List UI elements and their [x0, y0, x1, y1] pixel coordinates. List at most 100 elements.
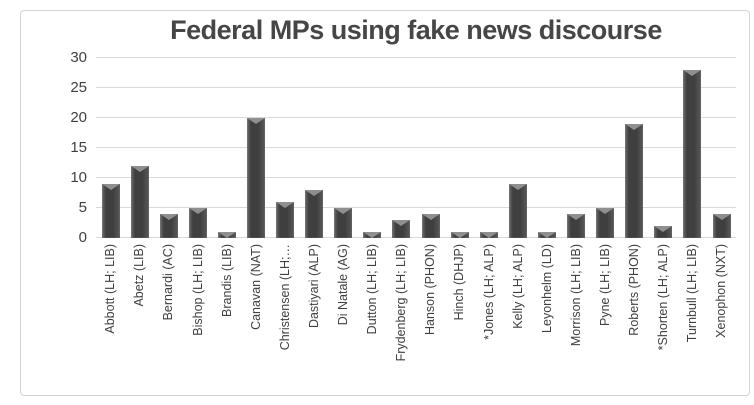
bar-bevel-highlight	[334, 208, 353, 214]
bar-slot	[474, 58, 503, 238]
bar-bevel-highlight	[567, 214, 586, 220]
x-label-slot: Leyonhelm (LD)	[532, 244, 561, 392]
bar	[421, 214, 440, 238]
bar-bevel-highlight	[130, 166, 149, 172]
y-axis-tick-label: 20	[70, 109, 87, 126]
bar-bevel-highlight	[247, 118, 266, 124]
x-label-slot: Pyne (LH; LIB)	[591, 244, 620, 392]
bar	[130, 166, 149, 238]
bar-bevel-highlight	[159, 214, 178, 220]
gridline	[96, 237, 736, 238]
bar	[479, 232, 498, 238]
x-axis-category-label: Abetz (LIB)	[132, 244, 147, 307]
bar-slot	[300, 58, 329, 238]
bar-bevel-highlight	[392, 220, 411, 226]
x-label-slot: Abetz (LIB)	[125, 244, 154, 392]
bar	[305, 190, 324, 238]
x-label-slot: Turnbull (LH; LIB)	[678, 244, 707, 392]
bar	[537, 232, 556, 238]
x-label-slot: Dastiyari (ALP)	[300, 244, 329, 392]
x-label-slot: Abbott (LH; LIB)	[96, 244, 125, 392]
bar-bevel-highlight	[712, 214, 731, 220]
bar-bevel-highlight	[683, 70, 702, 76]
bar-bevel-highlight	[217, 232, 236, 238]
chart-frame: Federal MPs using fake news discourse 0 5…	[20, 10, 750, 396]
bar-slot	[183, 58, 212, 238]
bar-bevel-highlight	[305, 190, 324, 196]
bar-slot	[96, 58, 125, 238]
gridline	[96, 117, 736, 118]
x-axis-category-label: Frydenberg (LH; LIB)	[394, 244, 409, 362]
x-label-slot: Frydenberg (LH; LIB)	[387, 244, 416, 392]
x-label-slot: Hanson (PHON)	[416, 244, 445, 392]
gridline	[96, 57, 736, 58]
bar	[363, 232, 382, 238]
x-axis-category-label: *Jones (LH; ALP)	[481, 244, 496, 340]
x-axis-category-label: Leyonhelm (LD)	[539, 244, 554, 333]
x-axis: Abbott (LH; LIB) Abetz (LIB) Bernardi (AC)…	[96, 244, 736, 392]
x-axis-category-label: Dastiyari (ALP)	[306, 244, 321, 329]
x-label-slot: Morrison (LH; LIB)	[562, 244, 591, 392]
gridline	[96, 87, 736, 88]
x-label-slot: Dutton (LH; LIB)	[358, 244, 387, 392]
bar-slot	[241, 58, 270, 238]
x-axis-category-label: Brandis (LIB)	[219, 244, 234, 317]
bar-bevel-highlight	[101, 184, 120, 190]
y-axis-tick-label: 15	[70, 139, 87, 156]
x-label-slot: Brandis (LIB)	[212, 244, 241, 392]
bar	[247, 118, 266, 238]
y-axis: 0 5 10 15 20 25 30	[21, 49, 87, 246]
x-label-slot: Xenophon (NXT)	[707, 244, 736, 392]
y-axis-tick-label: 0	[78, 229, 87, 246]
bar-bevel-highlight	[421, 214, 440, 220]
bar-bevel-highlight	[479, 232, 498, 238]
x-label-slot: *Jones (LH; ALP)	[474, 244, 503, 392]
bar-slot	[562, 58, 591, 238]
bar	[683, 70, 702, 238]
x-axis-category-label: Hinch (DHJP)	[452, 244, 467, 321]
bar-slot	[503, 58, 532, 238]
bar-slot	[125, 58, 154, 238]
x-axis-category-label: Kelly (LH; ALP)	[510, 244, 525, 329]
x-axis-category-label: Canavan (NAT)	[248, 244, 263, 330]
bar	[450, 232, 469, 238]
x-axis-category-label: Christensen (LH;…	[277, 244, 292, 351]
gridline	[96, 177, 736, 178]
x-axis-category-label: Pyne (LH; LIB)	[597, 244, 612, 326]
bar-slot	[154, 58, 183, 238]
bar	[654, 226, 673, 238]
bar	[392, 220, 411, 238]
x-axis-category-label: Turnbull (LH; LIB)	[685, 244, 700, 343]
bar-bevel-highlight	[508, 184, 527, 190]
bar	[508, 184, 527, 238]
x-label-slot: Christensen (LH;…	[271, 244, 300, 392]
bar-bevel-highlight	[654, 226, 673, 232]
bar-slot	[329, 58, 358, 238]
x-label-slot: Canavan (NAT)	[241, 244, 270, 392]
plot-area	[96, 57, 736, 238]
bar	[334, 208, 353, 238]
x-axis-category-label: Bishop (LH; LIB)	[190, 244, 205, 336]
bar-bevel-highlight	[188, 208, 207, 214]
x-axis-category-label: Dutton (LH; LIB)	[365, 244, 380, 335]
bar	[159, 214, 178, 238]
x-label-slot: Di Natale (AG)	[329, 244, 358, 392]
bar-slot	[707, 58, 736, 238]
chart-title: Federal MPs using fake news discourse	[170, 15, 662, 45]
x-axis-category-label: Roberts (PHON)	[626, 244, 641, 336]
bar-slot	[591, 58, 620, 238]
bar-bevel-highlight	[596, 208, 615, 214]
x-label-slot: Kelly (LH; ALP)	[503, 244, 532, 392]
bar-slot	[532, 58, 561, 238]
x-axis-category-label: Hanson (PHON)	[423, 244, 438, 335]
bar-slot	[416, 58, 445, 238]
bar	[596, 208, 615, 238]
x-axis-category-label: Di Natale (AG)	[336, 244, 351, 326]
x-label-slot: Roberts (PHON)	[620, 244, 649, 392]
x-axis-category-label: Abbott (LH; LIB)	[103, 244, 118, 334]
bar-slot	[620, 58, 649, 238]
bar-slot	[358, 58, 387, 238]
y-axis-tick-label: 10	[70, 169, 87, 186]
bar	[567, 214, 586, 238]
bar-bevel-highlight	[537, 232, 556, 238]
